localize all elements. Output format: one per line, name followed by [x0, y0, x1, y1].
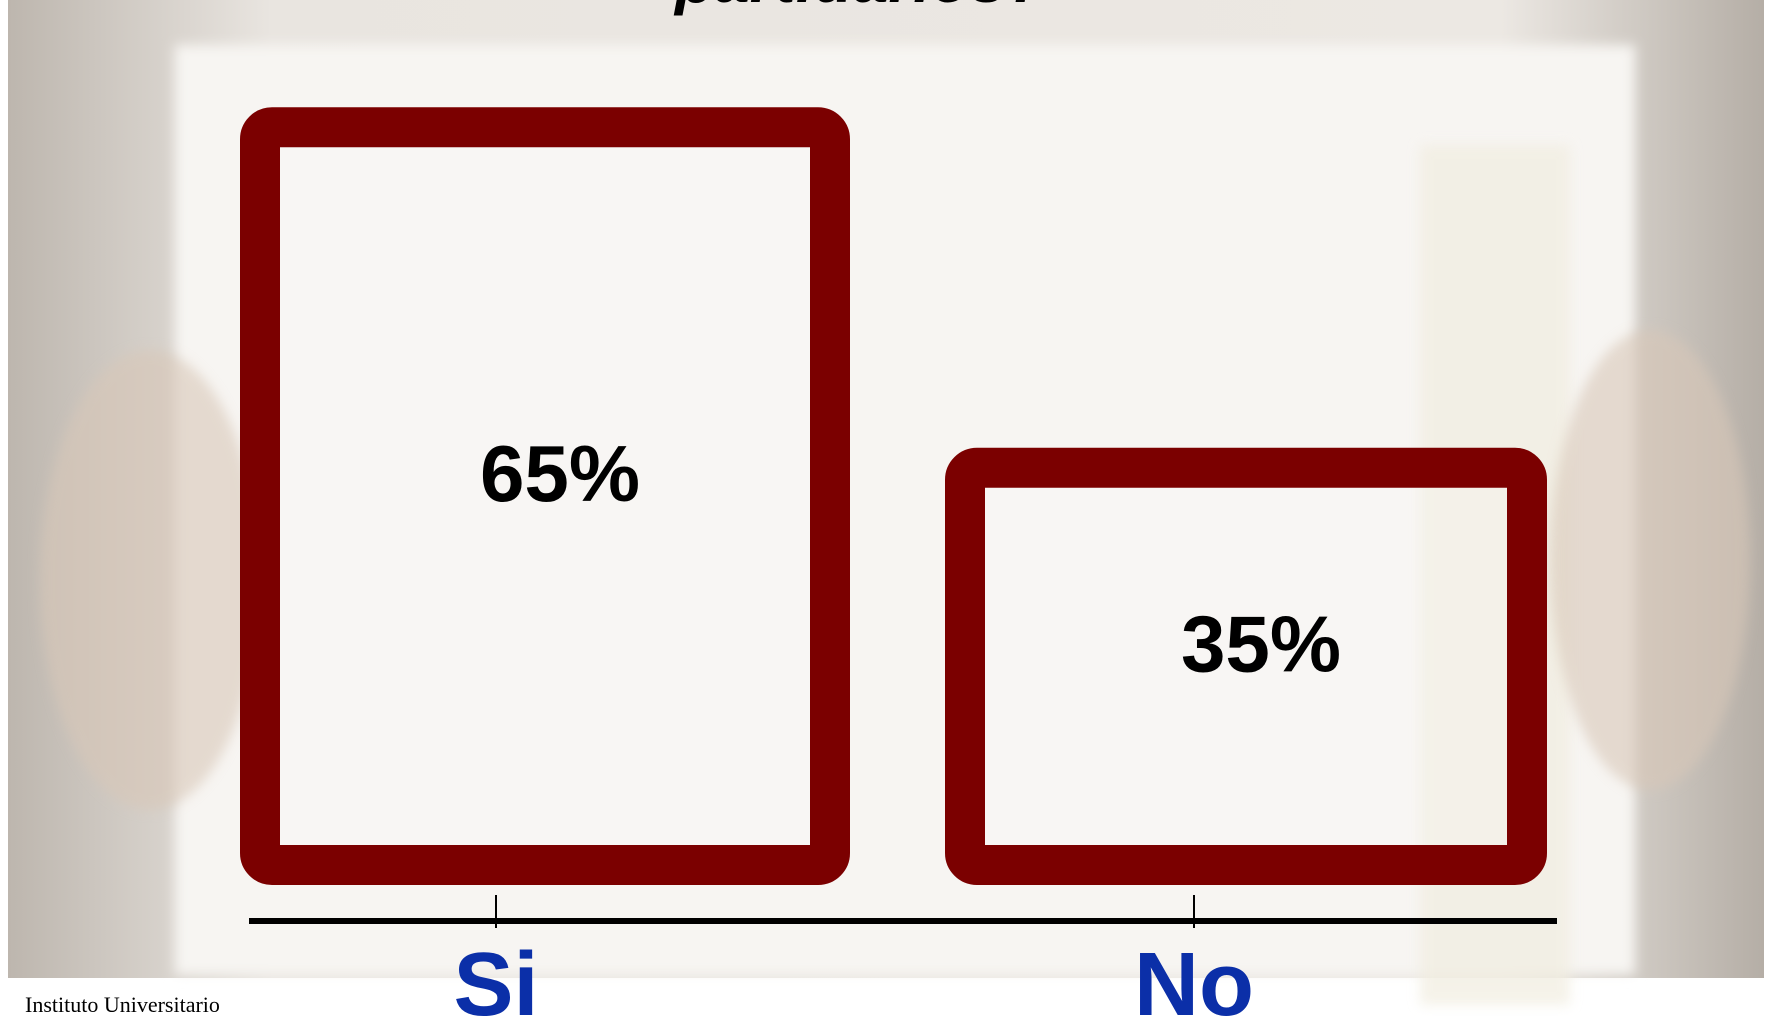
footer: Instituto Universitario: [25, 992, 220, 1016]
value-label: 35%: [1181, 599, 1341, 688]
x-tick-label: No: [1134, 935, 1254, 1016]
page: partidarios? Instituto Universitario Si 6…: [0, 0, 1771, 1016]
chart-title: partidarios?: [673, 0, 1045, 16]
value-label: 65%: [480, 429, 640, 518]
x-tick-label: Si: [453, 935, 538, 1016]
chart: partidarios? Instituto Universitario Si 6…: [0, 0, 1771, 1016]
